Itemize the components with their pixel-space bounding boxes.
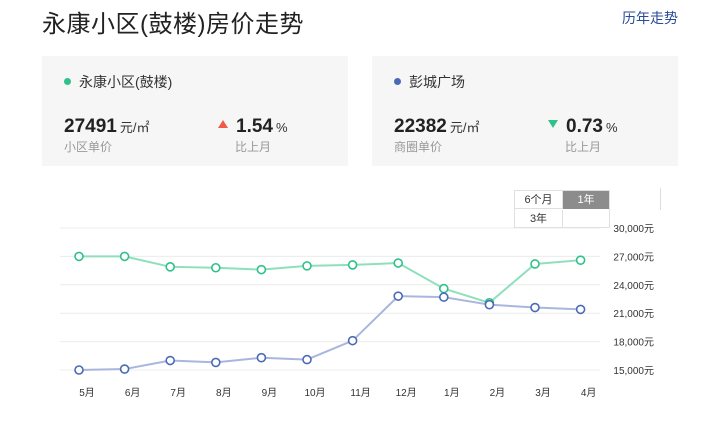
district-dot-icon (394, 78, 401, 85)
x-tick-label: 10月 (304, 387, 325, 399)
community-data-point[interactable] (530, 259, 540, 269)
triangle-up-icon (218, 120, 228, 128)
community-name: 永康小区(鼓楼) (64, 72, 172, 92)
district-data-point[interactable] (256, 352, 267, 363)
range-selector: 6个月 1年 3年 (514, 190, 610, 228)
district-series-line (78, 295, 581, 371)
x-tick-label: 7月 (170, 387, 186, 399)
community-data-point[interactable] (393, 258, 404, 268)
district-price-unit: 元/㎡ (449, 120, 480, 135)
x-tick-label: 9月 (262, 387, 278, 399)
y-tick-label: 18,000元 (613, 338, 654, 349)
community-data-point[interactable] (74, 251, 84, 262)
district-name: 彭城广场 (394, 72, 465, 92)
district-data-point[interactable] (530, 302, 540, 313)
community-price-unit: 元/㎡ (119, 120, 150, 135)
community-data-point[interactable] (256, 264, 267, 275)
community-data-point[interactable] (438, 283, 449, 294)
x-tick-label: 4月 (581, 387, 597, 399)
y-tick-label: 24,000元 (613, 281, 654, 292)
district-data-point[interactable] (165, 355, 175, 366)
district-change-unit: % (605, 120, 618, 135)
community-price-label: 小区单价 (64, 140, 113, 154)
district-data-point[interactable] (302, 354, 312, 365)
district-price-label: 商圈单价 (394, 140, 443, 154)
district-data-point[interactable] (211, 357, 221, 368)
district-data-point[interactable] (74, 365, 84, 375)
community-change-label: 比上月 (235, 140, 272, 154)
triangle-down-icon (548, 120, 558, 128)
district-data-point[interactable] (347, 335, 358, 346)
district-data-point[interactable] (393, 291, 404, 301)
y-tick-label: 27,000元 (613, 252, 654, 263)
range-6-months-button[interactable]: 6个月 (515, 191, 563, 209)
district-data-point[interactable] (484, 299, 495, 310)
community-data-point[interactable] (347, 260, 358, 270)
range-3-years-button[interactable]: 3年 (515, 210, 563, 228)
x-tick-label: 1月 (444, 387, 460, 399)
community-data-point[interactable] (119, 251, 130, 262)
page-title: 永康小区(鼓楼)房价走势 (42, 11, 304, 38)
x-tick-label: 5月 (79, 387, 95, 399)
community-dot-icon (64, 78, 71, 85)
community-data-point[interactable] (575, 255, 586, 265)
community-price: 27491 元/㎡ (64, 116, 149, 138)
y-tick-label: 15,000元 (613, 366, 654, 377)
community-change: 1.54% (218, 116, 288, 138)
x-tick-label: 12月 (396, 387, 417, 399)
district-data-point[interactable] (575, 304, 586, 315)
history-trend-link[interactable]: 历年走势 (622, 10, 678, 26)
district-change-value: 0.73 (566, 116, 603, 137)
district-price: 22382 元/㎡ (394, 116, 479, 138)
district-data-point[interactable] (119, 364, 130, 374)
district-change-label: 比上月 (565, 140, 602, 154)
community-data-point[interactable] (211, 262, 221, 273)
district-price-value: 22382 (394, 116, 447, 137)
district-data-point[interactable] (438, 292, 449, 302)
x-tick-label: 8月 (216, 387, 232, 399)
community-data-point[interactable] (165, 262, 175, 272)
community-price-value: 27491 (64, 116, 117, 137)
district-change: 0.73% (548, 116, 618, 138)
y-tick-label: 30,000元 (613, 224, 654, 235)
x-tick-label: 6月 (125, 387, 141, 399)
community-data-point[interactable] (302, 261, 312, 271)
community-change-unit: % (275, 120, 288, 135)
x-tick-label: 2月 (490, 387, 506, 399)
x-tick-label: 11月 (350, 387, 370, 399)
community-price-card: 永康小区(鼓楼) 27491 元/㎡ 小区单价 1.54% 比上月 (42, 56, 348, 166)
y-tick-label: 21,000元 (613, 309, 654, 320)
range-divider (660, 188, 661, 210)
district-price-card: 彭城广场 22382 元/㎡ 商圈单价 0.73% 比上月 (372, 56, 678, 166)
range-1-year-button[interactable]: 1年 (563, 191, 609, 209)
community-series-line (79, 255, 581, 304)
x-tick-label: 3月 (535, 387, 551, 399)
community-change-value: 1.54 (236, 116, 273, 137)
